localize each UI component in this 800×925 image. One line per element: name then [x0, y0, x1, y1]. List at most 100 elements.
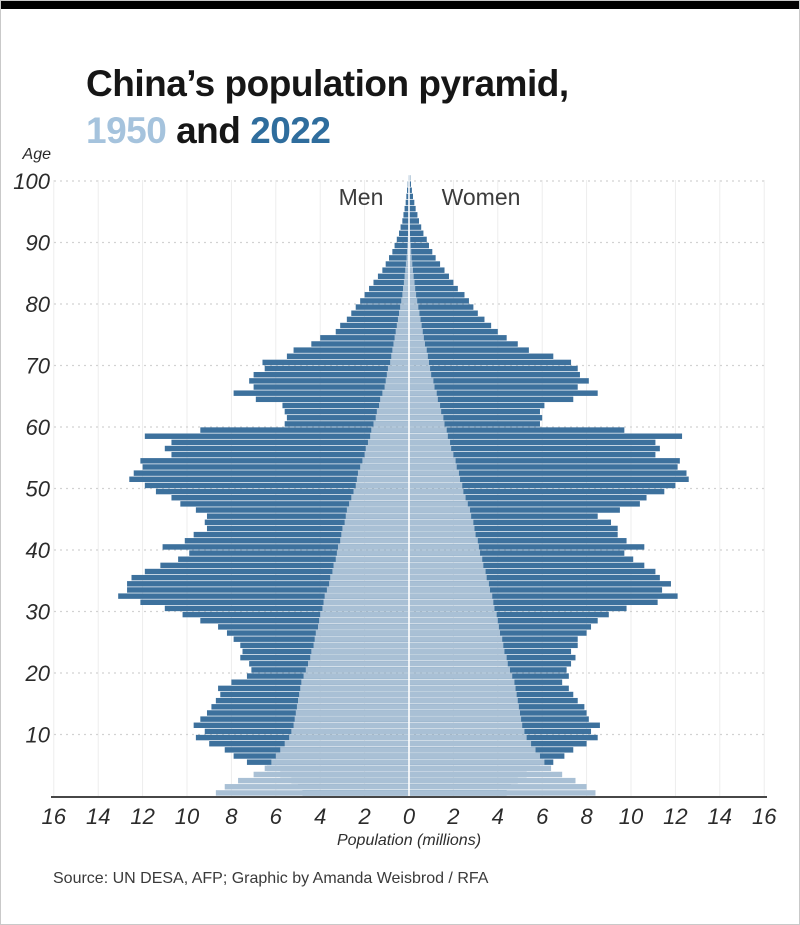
bar-1950-women-age-46 — [409, 507, 471, 513]
bar-2022-women-age-19 — [409, 673, 569, 679]
bar-1950-men-age-47 — [349, 501, 409, 507]
bar-1950-men-age-0 — [215, 790, 409, 796]
bar-2022-men-age-11 — [193, 722, 409, 728]
bar-2022-women-age-80 — [409, 298, 469, 304]
age-tick-label-50: 50 — [26, 477, 51, 502]
bar-2022-men-age-64 — [255, 396, 409, 403]
horizontal-gridlines — [54, 180, 764, 736]
bar-2022-men-age-55 — [171, 451, 409, 458]
bar-1950-men-age-87 — [406, 255, 409, 261]
x-axis-title: Population (millions) — [336, 832, 482, 849]
bar-2022-women-age-6 — [409, 753, 565, 759]
bar-2022-women-age-38 — [409, 556, 634, 562]
bar-2022-women-age-47 — [409, 501, 640, 507]
population-tick-label: 12 — [130, 804, 154, 829]
bar-1950-women-age-75 — [409, 328, 423, 335]
bar-1950-women-age-44 — [409, 519, 474, 526]
bar-2022-men-age-45 — [206, 513, 409, 519]
vertical-gridlines — [53, 180, 765, 796]
bar-2022-women-age-74 — [409, 335, 507, 341]
bar-1950-men-age-64 — [380, 396, 409, 403]
bar-1950-men-age-38 — [335, 556, 409, 562]
bar-2022-women-age-54 — [409, 458, 680, 464]
bar-1950-women-age-83 — [409, 279, 415, 286]
bar-1950-women-age-27 — [409, 624, 499, 630]
bar-1950-men-age-74 — [394, 335, 409, 341]
bar-2022-men-age-15 — [215, 697, 409, 704]
bar-1950-men-age-36 — [332, 568, 409, 575]
bar-2022-men-age-31 — [140, 599, 409, 605]
population-tick-label: 10 — [175, 804, 200, 829]
bar-1950-men-age-3 — [253, 771, 409, 778]
bar-1950-women-age-92 — [409, 224, 410, 230]
bar-1950-men-age-72 — [392, 347, 409, 353]
bar-2022-women-age-60 — [409, 421, 540, 427]
bar-1950-women-age-85 — [409, 267, 413, 273]
bar-1950-women-age-36 — [409, 568, 486, 575]
bar-2022-women-age-18 — [409, 679, 563, 685]
bar-2022-men-age-63 — [282, 402, 409, 409]
bar-2022-women-age-1 — [409, 784, 512, 790]
bar-1950-women-age-77 — [409, 316, 421, 323]
bar-1950-women-age-62 — [409, 408, 442, 415]
bar-1950-women-age-48 — [409, 495, 466, 501]
bar-2022-men-age-62 — [284, 408, 409, 415]
bar-1950-men-age-49 — [353, 488, 409, 495]
bar-2022-women-age-22 — [409, 654, 576, 661]
bar-2022-women-age-59 — [409, 427, 625, 433]
bar-1950-women-age-8 — [409, 741, 532, 747]
bar-1950-men-age-50 — [355, 482, 409, 489]
population-tick-label: 8 — [225, 804, 238, 829]
bar-1950-women-age-38 — [409, 556, 483, 562]
bar-1950-women-age-87 — [409, 255, 412, 261]
bar-1950-men-age-86 — [405, 261, 409, 267]
bar-2022-men-age-85 — [382, 267, 409, 273]
bar-2022-men-age-47 — [180, 501, 409, 507]
bar-2022-women-age-89 — [409, 242, 429, 249]
bar-1950-women-age-72 — [409, 347, 427, 353]
bar-1950-women-age-60 — [409, 421, 445, 427]
bar-2022-men-age-40 — [162, 544, 409, 550]
bar-1950-women-age-6 — [409, 753, 540, 759]
bar-2022-women-age-26 — [409, 630, 587, 636]
population-tick-label: 16 — [42, 804, 67, 829]
bar-2022-men-age-6 — [233, 753, 409, 759]
bar-2022-men-age-58 — [144, 433, 409, 439]
bar-1950-men-age-33 — [326, 587, 409, 593]
bar-1950-men-age-84 — [404, 273, 409, 280]
bar-1950-men-age-25 — [314, 636, 409, 642]
bar-2022-men-age-17 — [218, 685, 409, 692]
bar-2022-women-age-70 — [409, 359, 572, 366]
age-tick-label-70: 70 — [26, 354, 51, 379]
bar-1950-women-age-9 — [409, 734, 527, 741]
bar-2022-men-age-90 — [396, 236, 409, 243]
bar-1950-women-age-68 — [409, 372, 432, 378]
bar-1950-men-age-19 — [303, 673, 409, 679]
bar-2022-men-age-29 — [182, 611, 409, 618]
bar-1950-women-age-40 — [409, 544, 479, 550]
bar-2022-women-age-73 — [409, 341, 518, 347]
bar-2022-women-age-68 — [409, 372, 580, 378]
bar-1950-men-age-12 — [294, 716, 409, 722]
bar-2022-women-age-34 — [409, 581, 671, 587]
bar-1950-women-age-49 — [409, 488, 464, 495]
bar-2022-women-age-50 — [409, 482, 676, 489]
bar-1950-women-age-37 — [409, 562, 484, 569]
bar-1950-men-age-6 — [275, 753, 409, 759]
bar-1950-women-age-81 — [409, 292, 417, 298]
bar-1950-women-age-0 — [409, 790, 596, 796]
bar-1950-men-age-22 — [310, 654, 409, 661]
bar-2022-women-age-91 — [409, 230, 424, 236]
bar-1950-men-age-59 — [371, 427, 409, 433]
bar-2022-women-age-12 — [409, 716, 589, 722]
bar-2022-men-age-41 — [184, 538, 409, 544]
bar-2022-women-age-45 — [409, 513, 598, 519]
population-tick-label: 14 — [86, 804, 110, 829]
bar-2022-men-age-78 — [351, 310, 409, 316]
bar-2022-women-age-16 — [409, 691, 574, 698]
bar-1950-women-age-71 — [409, 353, 428, 359]
bar-2022-women-age-90 — [409, 236, 427, 243]
bar-1950-women-age-16 — [409, 691, 517, 698]
bar-2022-women-age-61 — [409, 415, 543, 421]
bars-2022-men — [118, 175, 410, 796]
